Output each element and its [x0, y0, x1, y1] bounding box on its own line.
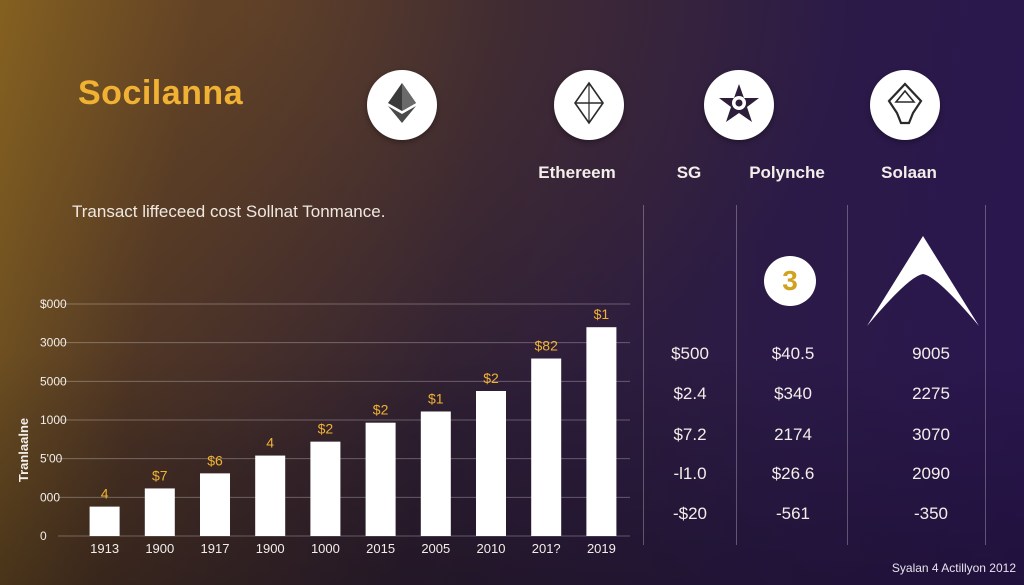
table-divider [985, 205, 986, 545]
x-tick-label: 2005 [421, 541, 450, 556]
table-cell: $40.5 [771, 344, 815, 363]
y-tick-label: 5000 [40, 374, 67, 388]
brand-title: Socilanna [78, 74, 244, 112]
x-tick-label: 1900 [145, 541, 174, 556]
table-cell: $7.2 [673, 425, 707, 444]
table-divider [847, 205, 848, 545]
table-cell: $500 [671, 344, 709, 363]
bar-value-label: $6 [207, 452, 223, 468]
table-divider [736, 205, 737, 545]
table-cell: -$20 [672, 504, 708, 523]
bar-value-label: 4 [101, 486, 109, 502]
table-cell: -350 [913, 504, 949, 523]
x-tick-label: 2015 [366, 541, 395, 556]
number-badge: 3 [764, 256, 816, 306]
y-tick-label: 0 [40, 529, 47, 543]
y-axis-label: Tranlaalne [16, 418, 31, 482]
y-tick-label: 5'00 [40, 452, 63, 466]
table-cell: -l1.0 [673, 464, 707, 483]
y-tick-label: 1000 [40, 413, 67, 427]
x-tick-label: 2010 [477, 541, 506, 556]
table-divider [643, 205, 644, 545]
peak-arrow-icon [867, 236, 979, 326]
arrow-pentagon-icon [883, 81, 927, 130]
x-tick-label: 201? [532, 541, 561, 556]
y-tick-label: $000 [40, 297, 67, 311]
bar-value-label: $2 [318, 421, 334, 437]
bar [200, 473, 230, 536]
table-cell: 2090 [912, 464, 950, 483]
bar [310, 441, 341, 536]
table-cell: -561 [775, 504, 811, 523]
bar [255, 455, 286, 536]
table-cell: 3070 [912, 425, 950, 444]
bar [531, 358, 562, 536]
bar [476, 391, 506, 536]
ethereum-coin [367, 70, 437, 140]
x-tick-label: 1000 [311, 541, 340, 556]
bar-value-label: $82 [535, 338, 559, 354]
table-cell: $340 [774, 384, 812, 403]
coin-label-polynche: Polynche [749, 163, 825, 182]
bar [365, 422, 396, 536]
outline-diamond-icon [567, 81, 611, 130]
bar-value-label: $1 [428, 390, 444, 406]
table-cell: $2.4 [673, 384, 707, 403]
polynche-coin [704, 70, 774, 140]
star-emblem-icon [717, 81, 761, 130]
bar-value-label: $2 [373, 402, 389, 418]
bar [89, 506, 120, 536]
bar-value-label: 4 [266, 435, 274, 451]
table-cell: 2174 [774, 425, 812, 444]
table-cell: 9005 [912, 344, 950, 363]
table-cell: 2275 [912, 384, 950, 403]
bar-value-label: $1 [594, 306, 610, 322]
y-tick-label: 3000 [40, 336, 67, 350]
bar-value-label: $2 [483, 370, 499, 386]
coin-label-ethereem: Ethereem [538, 163, 616, 182]
chart-subtitle: Transact liffeceed cost Sollnat Tonmance… [72, 202, 386, 221]
coin-label-sg: SG [676, 163, 702, 182]
x-tick-label: 1900 [256, 541, 285, 556]
y-tick-label: 000 [40, 490, 60, 504]
bar [420, 411, 451, 536]
footnote: Syalan 4 Actillyon 2012 [891, 561, 1016, 575]
ethereum-diamond-icon [380, 81, 424, 130]
sg-coin [554, 70, 624, 140]
x-tick-label: 1917 [201, 541, 230, 556]
solaan-coin [870, 70, 940, 140]
x-tick-label: 1913 [90, 541, 119, 556]
table-cell: $26.6 [771, 464, 815, 483]
bar [586, 327, 617, 536]
bar [144, 488, 175, 536]
bar-value-label: $7 [152, 467, 168, 483]
x-tick-label: 2019 [587, 541, 616, 556]
bar-chart: 00005'00100050003000$000Tranlaalne41913$… [16, 297, 630, 556]
coin-label-solaan: Solaan [881, 163, 937, 182]
